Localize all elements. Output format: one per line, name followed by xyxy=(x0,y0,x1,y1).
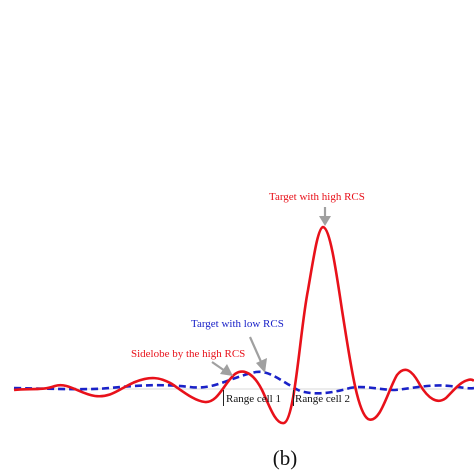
figure-caption: (b) xyxy=(273,446,298,470)
range-cell-2-label: Range cell 2 xyxy=(295,393,350,405)
low-rcs-arrow xyxy=(248,336,267,373)
sidelobe-arrow xyxy=(211,361,233,376)
range-cell-1-label: Range cell 1 xyxy=(226,393,281,405)
low-rcs-response-curve xyxy=(13,370,474,395)
high-rcs-response-curve xyxy=(13,225,474,425)
high-rcs-arrow xyxy=(319,207,331,226)
high-rcs-label: Target with high RCS xyxy=(269,191,365,203)
sidelobe-label: Sidelobe by the high RCS xyxy=(131,348,245,360)
low-rcs-label: Target with low RCS xyxy=(191,318,284,330)
